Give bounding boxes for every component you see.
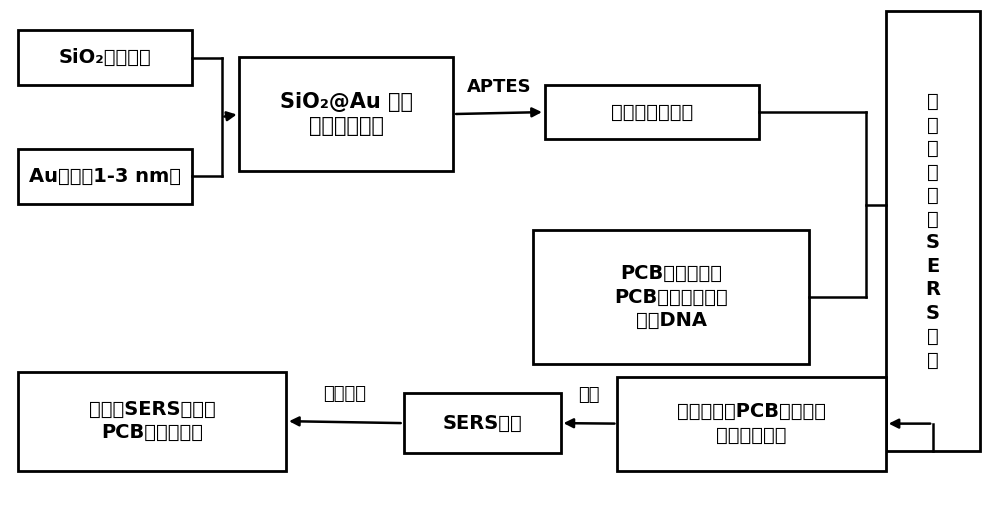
Bar — [404, 394, 561, 453]
Text: 光谱分析: 光谱分析 — [323, 386, 366, 403]
Text: 适配体SERS光谱：
PCB定量化分析: 适配体SERS光谱： PCB定量化分析 — [89, 400, 215, 442]
Text: SiO₂@Au 核壳
结构纳米颗粒: SiO₂@Au 核壳 结构纳米颗粒 — [280, 91, 413, 137]
Text: 适
配
体
修
饰
的
S
E
R
S
基
底: 适 配 体 修 饰 的 S E R S 基 底 — [926, 92, 941, 369]
Bar — [886, 11, 980, 451]
Text: 固定于石英片上: 固定于石英片上 — [611, 103, 693, 121]
Bar — [18, 372, 286, 470]
Text: PCB适配体：与
PCB特异性作用的
单链DNA: PCB适配体：与 PCB特异性作用的 单链DNA — [614, 264, 728, 330]
Bar — [18, 149, 192, 204]
Text: SERS测量: SERS测量 — [442, 414, 522, 433]
Text: APTES: APTES — [467, 78, 531, 96]
Bar — [545, 85, 759, 139]
Bar — [18, 30, 192, 85]
Text: 浸泡在待测PCB溶液中并
等待若干时间: 浸泡在待测PCB溶液中并 等待若干时间 — [677, 402, 826, 445]
Text: SiO₂纳米颗粒: SiO₂纳米颗粒 — [58, 48, 151, 67]
Bar — [239, 57, 453, 171]
Text: 洗涤: 洗涤 — [578, 386, 600, 404]
Bar — [617, 376, 886, 470]
Bar — [533, 230, 809, 364]
Text: Au种子（1-3 nm）: Au种子（1-3 nm） — [29, 167, 181, 186]
